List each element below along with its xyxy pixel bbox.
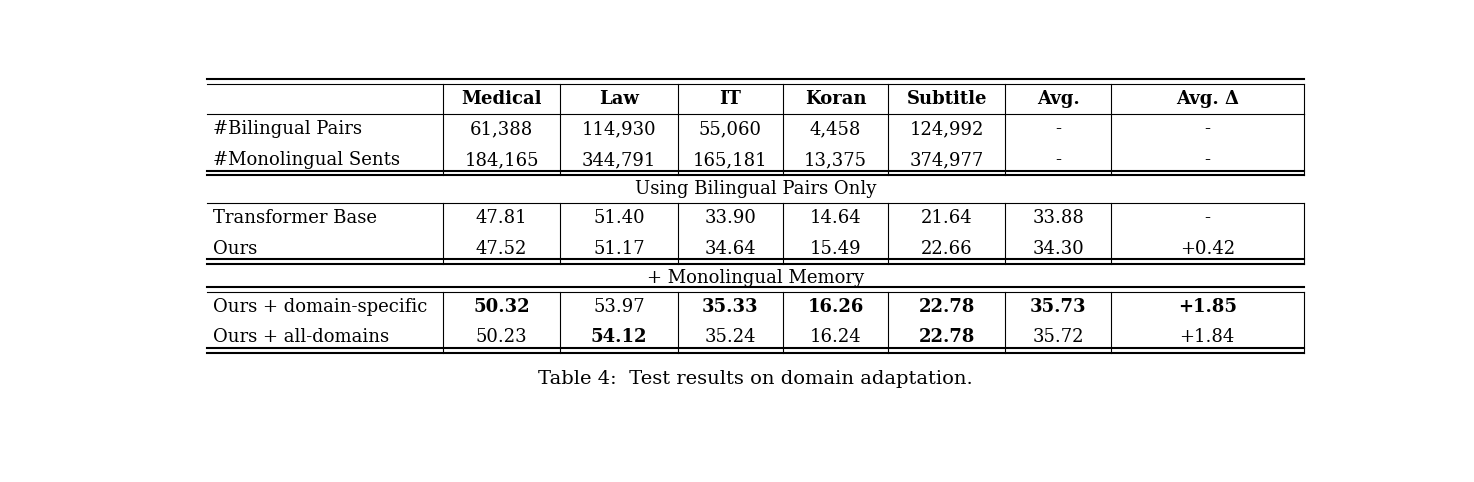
Text: 51.40: 51.40 <box>593 209 644 227</box>
Text: 50.23: 50.23 <box>476 328 528 346</box>
Text: +0.42: +0.42 <box>1179 240 1235 257</box>
Text: 22.66: 22.66 <box>921 240 973 257</box>
Text: 51.17: 51.17 <box>593 240 644 257</box>
Text: 34.30: 34.30 <box>1032 240 1083 257</box>
Text: 35.33: 35.33 <box>702 298 759 316</box>
Text: 54.12: 54.12 <box>591 328 647 346</box>
Text: Table 4:  Test results on domain adaptation.: Table 4: Test results on domain adaptati… <box>538 370 973 388</box>
Text: 35.73: 35.73 <box>1030 298 1086 316</box>
Text: 53.97: 53.97 <box>593 298 644 316</box>
Text: Avg. Δ: Avg. Δ <box>1176 90 1238 108</box>
Text: +1.85: +1.85 <box>1178 298 1237 316</box>
Text: -: - <box>1204 209 1210 227</box>
Text: Law: Law <box>598 90 638 108</box>
Text: Ours + domain-specific: Ours + domain-specific <box>212 298 427 316</box>
Text: 34.64: 34.64 <box>705 240 756 257</box>
Text: Using Bilingual Pairs Only: Using Bilingual Pairs Only <box>635 180 876 198</box>
Text: 35.24: 35.24 <box>705 328 756 346</box>
Text: 114,930: 114,930 <box>582 120 656 138</box>
Text: 184,165: 184,165 <box>464 151 539 169</box>
Text: 21.64: 21.64 <box>921 209 973 227</box>
Text: 14.64: 14.64 <box>809 209 861 227</box>
Text: 16.26: 16.26 <box>808 298 864 316</box>
Text: 55,060: 55,060 <box>699 120 762 138</box>
Text: + Monolingual Memory: + Monolingual Memory <box>647 269 864 287</box>
Text: Ours + all-domains: Ours + all-domains <box>212 328 389 346</box>
Text: -: - <box>1204 120 1210 138</box>
Text: 47.52: 47.52 <box>476 240 528 257</box>
Text: +1.84: +1.84 <box>1179 328 1235 346</box>
Text: 33.88: 33.88 <box>1032 209 1083 227</box>
Text: Koran: Koran <box>805 90 867 108</box>
Text: 374,977: 374,977 <box>909 151 985 169</box>
Text: Transformer Base: Transformer Base <box>212 209 377 227</box>
Text: #Bilingual Pairs: #Bilingual Pairs <box>212 120 361 138</box>
Text: Ours: Ours <box>212 240 256 257</box>
Text: IT: IT <box>719 90 741 108</box>
Text: 15.49: 15.49 <box>809 240 861 257</box>
Text: 50.32: 50.32 <box>473 298 529 316</box>
Text: 16.24: 16.24 <box>809 328 861 346</box>
Text: 165,181: 165,181 <box>693 151 768 169</box>
Text: 61,388: 61,388 <box>470 120 534 138</box>
Text: -: - <box>1055 151 1061 169</box>
Text: 13,375: 13,375 <box>803 151 867 169</box>
Text: 47.81: 47.81 <box>476 209 528 227</box>
Text: 22.78: 22.78 <box>918 328 974 346</box>
Text: 124,992: 124,992 <box>909 120 985 138</box>
Text: 35.72: 35.72 <box>1032 328 1083 346</box>
Text: 344,791: 344,791 <box>582 151 656 169</box>
Text: 22.78: 22.78 <box>918 298 974 316</box>
Text: 4,458: 4,458 <box>809 120 861 138</box>
Text: -: - <box>1055 120 1061 138</box>
Text: -: - <box>1204 151 1210 169</box>
Text: 33.90: 33.90 <box>705 209 756 227</box>
Text: Subtitle: Subtitle <box>907 90 988 108</box>
Text: #Monolingual Sents: #Monolingual Sents <box>212 151 399 169</box>
Text: Medical: Medical <box>461 90 542 108</box>
Text: Avg.: Avg. <box>1036 90 1079 108</box>
